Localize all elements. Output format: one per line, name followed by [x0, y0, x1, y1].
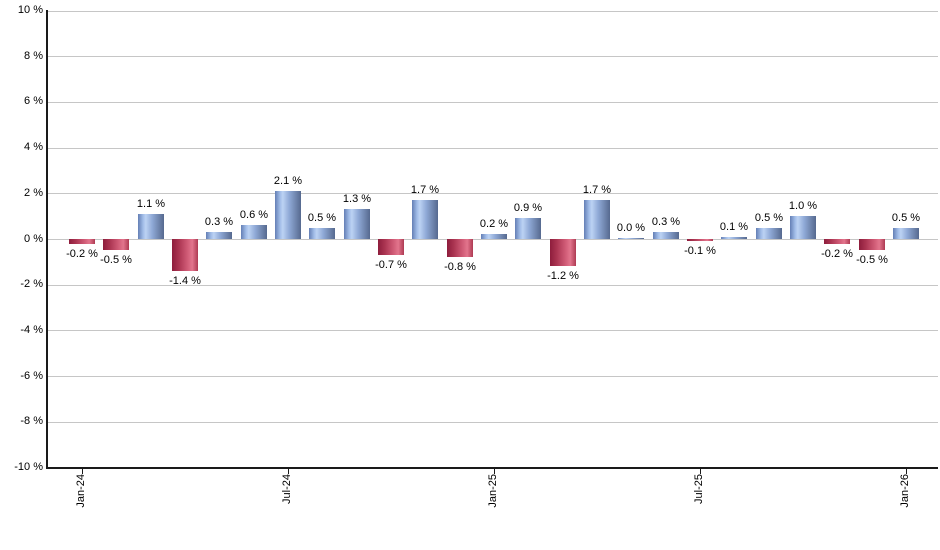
bar	[138, 214, 164, 239]
gridline	[47, 239, 938, 240]
bar-value-label: 0.5 %	[307, 212, 337, 224]
bar-value-label: -0.5 %	[100, 254, 132, 266]
bar-value-label: 0.5 %	[754, 212, 784, 224]
x-axis-tick	[906, 469, 907, 474]
x-axis-tick-label: Jan-24	[75, 474, 87, 508]
gridline	[47, 11, 938, 12]
x-axis-tick	[700, 469, 701, 474]
bar-value-label: 1.0 %	[788, 200, 818, 212]
bar	[378, 239, 404, 255]
gridline	[47, 285, 938, 286]
bar	[206, 232, 232, 239]
gridline	[47, 148, 938, 149]
bar-value-label: 0.0 %	[616, 222, 646, 234]
bar	[859, 239, 885, 250]
bar-value-label: 0.3 %	[651, 216, 681, 228]
bar	[344, 209, 370, 239]
bar-value-label: 1.7 %	[582, 184, 612, 196]
bar-value-label: 1.1 %	[136, 198, 166, 210]
bar-value-label: -0.8 %	[444, 261, 476, 273]
bar	[412, 200, 438, 239]
bar	[687, 239, 713, 241]
bar-value-label: 0.5 %	[891, 212, 921, 224]
bar	[618, 238, 644, 239]
y-axis-tick-label: 6 %	[24, 95, 43, 107]
bar-value-label: -0.1 %	[684, 245, 716, 257]
bar	[790, 216, 816, 239]
bar	[721, 237, 747, 239]
bar-value-label: 0.1 %	[719, 221, 749, 233]
gridline	[47, 422, 938, 423]
bar-value-label: 0.2 %	[479, 218, 509, 230]
y-axis-tick-label: 4 %	[24, 141, 43, 153]
x-axis-tick	[82, 469, 83, 474]
x-axis-tick	[494, 469, 495, 474]
bar	[481, 234, 507, 239]
x-axis-tick-label: Jan-25	[487, 474, 499, 508]
y-axis-tick-label: -4 %	[20, 324, 43, 336]
bar	[893, 228, 919, 239]
y-axis-line	[46, 10, 48, 468]
bar-value-label: 0.6 %	[239, 209, 269, 221]
bar	[309, 228, 335, 239]
gridline	[47, 193, 938, 194]
bar	[241, 225, 267, 239]
bar-value-label: -0.2 %	[821, 248, 853, 260]
bar	[756, 228, 782, 239]
bar-value-label: 0.9 %	[513, 202, 543, 214]
bar-value-label: -1.4 %	[169, 275, 201, 287]
bar	[515, 218, 541, 239]
gridline	[47, 56, 938, 57]
bar	[69, 239, 95, 244]
gridline	[47, 330, 938, 331]
bar-value-label: -1.2 %	[547, 270, 579, 282]
x-axis-tick-label: Jan-26	[899, 474, 911, 508]
bar-value-label: 2.1 %	[273, 175, 303, 187]
y-axis-tick-label: -8 %	[20, 415, 43, 427]
y-axis-tick-label: 10 %	[17, 4, 43, 16]
bar	[275, 191, 301, 239]
x-axis-tick	[288, 469, 289, 474]
bar-value-label: 0.3 %	[204, 216, 234, 228]
bar-value-label: 1.3 %	[342, 193, 372, 205]
bar	[103, 239, 129, 250]
bar	[584, 200, 610, 239]
y-axis-tick-label: 2 %	[24, 187, 43, 199]
bar	[447, 239, 473, 257]
bar-value-label: -0.2 %	[66, 248, 98, 260]
bar	[653, 232, 679, 239]
x-axis-tick-label: Jul-24	[281, 474, 293, 504]
x-axis-line	[46, 467, 938, 469]
y-axis-tick-label: 8 %	[24, 50, 43, 62]
bar	[172, 239, 198, 271]
y-axis-tick-label: 0 %	[24, 233, 43, 245]
gridline	[47, 102, 938, 103]
bar	[824, 239, 850, 244]
y-axis-tick-label: -2 %	[20, 278, 43, 290]
bar	[550, 239, 576, 266]
y-axis-tick-label: -6 %	[20, 370, 43, 382]
bar-value-label: 1.7 %	[410, 184, 440, 196]
bar-value-label: -0.5 %	[856, 254, 888, 266]
y-axis-tick-label: -10 %	[14, 461, 43, 473]
x-axis-tick-label: Jul-25	[693, 474, 705, 504]
bar-value-label: -0.7 %	[375, 259, 407, 271]
gridline	[47, 376, 938, 377]
